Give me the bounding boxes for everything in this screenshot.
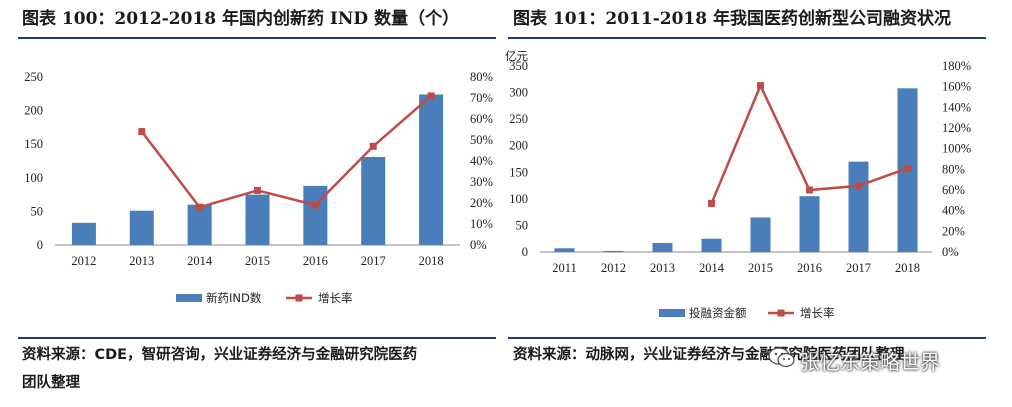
chart1-growth-point (855, 182, 862, 190)
chart0-bar (361, 156, 386, 245)
chart1-y2tick-label: 100% (942, 142, 971, 156)
chart0-ytick-label: 50 (31, 204, 44, 218)
chart0-y2tick-label: 60% (470, 112, 493, 126)
left-source-line1: 资料来源：CDE，智研咨询，兴业证券经济与金融研究院医药 (22, 347, 418, 363)
chart1-category-label: 2018 (895, 261, 920, 275)
chart0-category-label: 2013 (129, 254, 154, 268)
chart0-legend-line-marker (295, 294, 303, 302)
chart0-legend-bar-swatch (176, 294, 202, 302)
chart0-growth-point (311, 201, 319, 209)
chart1-category-label: 2017 (846, 261, 871, 275)
chart1-growth-point (806, 186, 813, 194)
chart0-growth-point (369, 142, 377, 150)
chart1-unit-label: 亿元 (505, 49, 528, 63)
chart0-bar (245, 194, 270, 245)
chart0-category-label: 2017 (361, 254, 386, 268)
right-title-rule (508, 37, 986, 39)
chart1-y2tick-label: 80% (942, 162, 965, 176)
chart0-y2tick-label: 10% (470, 217, 493, 231)
chart0-category-label: 2016 (303, 254, 328, 268)
chart1-ytick-label: 200 (509, 139, 528, 153)
chart0-y2tick-label: 80% (470, 70, 493, 84)
chart0-y2tick-label: 0% (470, 238, 487, 252)
chart0-legend-line-label: 增长率 (318, 291, 353, 305)
chart1-bar (701, 238, 722, 252)
chart1-y2tick-label: 180% (942, 59, 971, 73)
chart0-ytick-label: 200 (24, 104, 43, 118)
chart0-y2tick-label: 70% (470, 91, 493, 105)
chart1-ytick-label: 0 (522, 245, 528, 259)
chart0-growth-point (427, 92, 435, 100)
chart1-y2tick-label: 40% (942, 204, 965, 218)
chart1-bar (799, 196, 820, 252)
right-source-line1: 资料来源：动脉网，兴业证券经济与金融研究院医药团队整理 (513, 347, 905, 363)
chart0-bar (129, 210, 154, 245)
chart1-category-label: 2015 (748, 261, 773, 275)
chart1-ytick-label: 250 (509, 112, 528, 126)
chart1-category-label: 2014 (699, 261, 725, 275)
chart1-y2tick-label: 120% (942, 121, 971, 135)
chart1-growth-point (904, 164, 911, 172)
chart1-legend-bar-label: 投融资金额 (689, 306, 747, 320)
chart1-category-label: 2016 (797, 261, 822, 275)
chart1-legend-line-marker (777, 309, 785, 317)
watermark-text: 张忆东策略世界 (800, 350, 940, 374)
chart0-y2tick-label: 30% (470, 175, 493, 189)
chart0-growth-point (138, 128, 146, 136)
charts-canvas: 0 50 100 150 200 250 0% 10% 20% 30% 40% 50% 60% 70% 80… (24, 49, 971, 320)
chart0-growth-point (196, 203, 204, 211)
chart1-growth-point (708, 199, 715, 207)
chart1-ytick-label: 100 (509, 192, 528, 206)
chart0-category-label: 2012 (71, 254, 96, 268)
chart0-category-label: 2015 (245, 254, 270, 268)
chart0-ytick-label: 150 (24, 137, 43, 151)
chart0-y2tick-label: 50% (470, 133, 493, 147)
left-source-line2: 团队整理 (22, 375, 80, 391)
chart1-bar (750, 217, 771, 252)
chart1-y2tick-label: 140% (942, 100, 971, 114)
right-source-rule (508, 337, 986, 339)
chart0-growth-line (140, 94, 432, 209)
chart0-category-label: 2018 (419, 254, 444, 268)
chart1-bar (603, 250, 624, 252)
chart1-ytick-label: 300 (509, 86, 528, 100)
chart1-y2tick-label: 160% (942, 80, 971, 94)
chart1-ytick-label: 350 (509, 59, 528, 73)
chart0-bar (303, 185, 328, 245)
right-chart-title: 图表 101：2011-2018 年我国医药创新型公司融资状况 (513, 9, 952, 29)
left-chart-title: 图表 100：2012-2018 年国内创新药 IND 数量（个） (22, 9, 460, 29)
chart1-bar (554, 248, 575, 252)
chart0-category-label: 2014 (187, 254, 213, 268)
chart1-bar (848, 161, 869, 252)
chart0-bar (419, 94, 444, 245)
chart0-growth-point (254, 186, 261, 194)
left-source-rule (18, 337, 496, 339)
chart1-bar (652, 242, 673, 252)
chart1-legend-bar-swatch (659, 309, 685, 317)
chart1-growth-point (757, 82, 764, 90)
chart1-legend-line-label: 增长率 (800, 306, 835, 320)
chart1-growth-line (710, 82, 908, 204)
chart1-category-label: 2011 (552, 261, 577, 275)
chart0-y2tick-label: 40% (470, 154, 493, 168)
chart1-ytick-label: 50 (516, 218, 529, 232)
chart1-y2tick-label: 0% (942, 245, 959, 259)
chart0-bar (71, 222, 96, 245)
chart0-legend-bar-label: 新药IND数 (206, 291, 262, 305)
chart1-y2tick-label: 20% (942, 224, 965, 238)
chart0-ytick-label: 0 (37, 238, 43, 252)
chart1-category-label: 2013 (650, 261, 675, 275)
wechat-icon (768, 347, 795, 368)
chart0-ytick-label: 100 (24, 171, 43, 185)
chart1-ytick-label: 150 (509, 165, 528, 179)
chart1-y2tick-label: 60% (942, 183, 965, 197)
chart0-bar (187, 204, 212, 245)
chart1-category-label: 2012 (601, 261, 626, 275)
chart0-ytick-label: 250 (24, 70, 43, 84)
left-title-rule (18, 37, 496, 39)
chart0-y2tick-label: 20% (470, 196, 493, 210)
